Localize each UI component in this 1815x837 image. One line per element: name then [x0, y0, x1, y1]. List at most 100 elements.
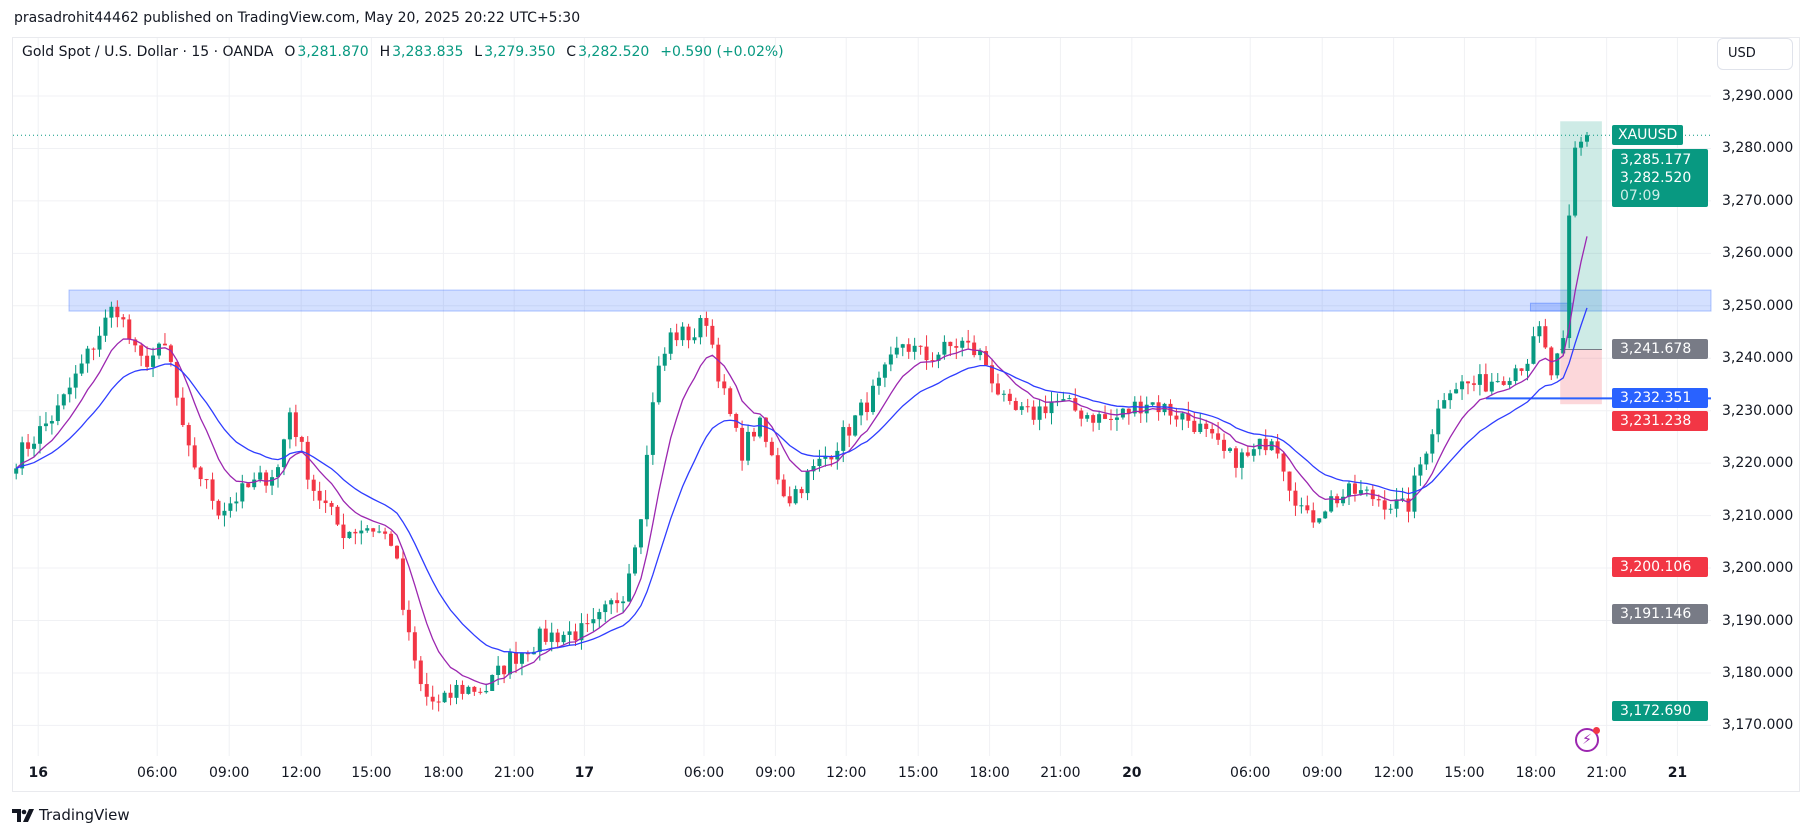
- price-tick-label: 3,210.000: [1722, 507, 1794, 524]
- open-value: 3,281.870: [297, 44, 369, 60]
- candle-body: [942, 341, 947, 355]
- candle-body: [888, 354, 893, 365]
- candle-body: [264, 472, 269, 486]
- candle-body: [484, 690, 489, 693]
- time-tick-label: 09:00: [209, 765, 250, 781]
- lightning-icon[interactable]: ⚡: [1575, 727, 1600, 752]
- candle-body: [1001, 393, 1006, 395]
- price-tick-label: 3,200.000: [1722, 560, 1794, 577]
- symbol-legend: Gold Spot / U.S. Dollar · 15 · OANDA O 3,…: [22, 44, 786, 60]
- price-tick-label: 3,290.000: [1722, 88, 1794, 104]
- candle-body: [841, 427, 846, 451]
- candle-body: [20, 442, 25, 469]
- tradingview-logo[interactable]: TradingView: [12, 806, 130, 824]
- time-tick-label: 12:00: [826, 765, 867, 781]
- candle-body: [436, 701, 441, 703]
- candle-body: [668, 332, 673, 354]
- candle-body: [603, 604, 608, 613]
- candle-body: [1079, 410, 1084, 419]
- symbol-tag: XAUUSD: [1612, 125, 1684, 146]
- candle-body: [579, 623, 584, 641]
- candle-body: [1198, 423, 1203, 432]
- candle-body: [1555, 353, 1560, 376]
- candle-body: [26, 442, 31, 449]
- low-label: L: [474, 44, 483, 60]
- candle-body: [1483, 374, 1488, 392]
- candle-body: [335, 506, 340, 525]
- candle-body: [930, 360, 935, 362]
- candle-body: [91, 348, 96, 350]
- candle-body: [151, 355, 156, 367]
- symbol-title[interactable]: Gold Spot / U.S. Dollar · 15 · OANDA: [22, 44, 274, 60]
- published-caption: prasadrohit44462 published on TradingVie…: [14, 10, 581, 26]
- candle-body: [359, 530, 364, 534]
- candle-body: [198, 467, 203, 480]
- countdown-label: 07:09: [1620, 188, 1661, 205]
- resistance-zone: [68, 289, 1712, 312]
- candle-body: [79, 363, 84, 374]
- candle-body: [1019, 406, 1024, 410]
- candle-body: [900, 344, 905, 348]
- candle-body: [502, 665, 507, 675]
- candle-body: [680, 326, 685, 341]
- candle-body: [769, 441, 774, 456]
- candle-body: [478, 691, 483, 693]
- candle-body: [1091, 415, 1096, 423]
- candle-body: [1043, 406, 1048, 414]
- candle-body: [1507, 381, 1512, 385]
- candle-body: [246, 483, 251, 488]
- candle-body: [276, 467, 280, 478]
- candle-body: [1531, 336, 1536, 364]
- ema-slow-line: [15, 307, 1588, 654]
- candle-body: [311, 479, 316, 491]
- candle-body: [1037, 406, 1042, 420]
- time-tick-label: 18:00: [969, 765, 1010, 781]
- candle-body: [740, 427, 745, 461]
- candle-body: [1097, 414, 1102, 423]
- candle-body: [508, 652, 513, 675]
- open-label: O: [284, 44, 296, 60]
- candle-body: [1448, 393, 1453, 401]
- candle-body: [186, 425, 191, 446]
- candle-body: [1489, 381, 1494, 392]
- candle-body: [1519, 368, 1524, 371]
- candle-body: [127, 319, 132, 340]
- time-tick-label: 21: [1667, 765, 1688, 781]
- candle-body: [1513, 368, 1518, 382]
- candle-body: [1567, 215, 1572, 339]
- candle-body: [1436, 408, 1441, 435]
- candle-body: [1537, 326, 1542, 337]
- candle-body: [55, 405, 60, 422]
- time-tick-label: 16: [28, 765, 48, 781]
- candle-body: [1442, 400, 1447, 409]
- chart-panel[interactable]: [12, 37, 1800, 792]
- time-tick-label: 17: [574, 765, 595, 781]
- candle-body: [1103, 414, 1108, 419]
- candle-body: [597, 612, 602, 620]
- candle-body: [1561, 338, 1566, 354]
- price-tag: 3,200.106: [1612, 557, 1708, 578]
- candle-body: [1239, 452, 1244, 468]
- candle-body: [1222, 439, 1227, 451]
- candle-body: [1412, 475, 1417, 512]
- candle-body: [192, 445, 197, 468]
- candle-body: [805, 471, 810, 494]
- candle-body: [936, 354, 941, 361]
- candle-body: [716, 344, 721, 382]
- candle-body: [305, 441, 310, 480]
- candle-body: [97, 335, 102, 350]
- candle-body: [1210, 428, 1215, 434]
- candle-body: [252, 479, 257, 488]
- candle-body: [710, 325, 715, 345]
- high-value: 3,283.835: [392, 44, 464, 60]
- currency-button[interactable]: USD: [1717, 38, 1793, 70]
- candle-body: [73, 373, 78, 388]
- change-value: +0.590 (+0.02%): [660, 44, 784, 60]
- candle-body: [133, 339, 138, 346]
- candle-body: [1061, 399, 1066, 401]
- candle-body: [353, 531, 358, 534]
- price-tick-label: 3,270.000: [1722, 192, 1794, 209]
- close-label: C: [566, 44, 577, 60]
- candle-body: [686, 326, 691, 341]
